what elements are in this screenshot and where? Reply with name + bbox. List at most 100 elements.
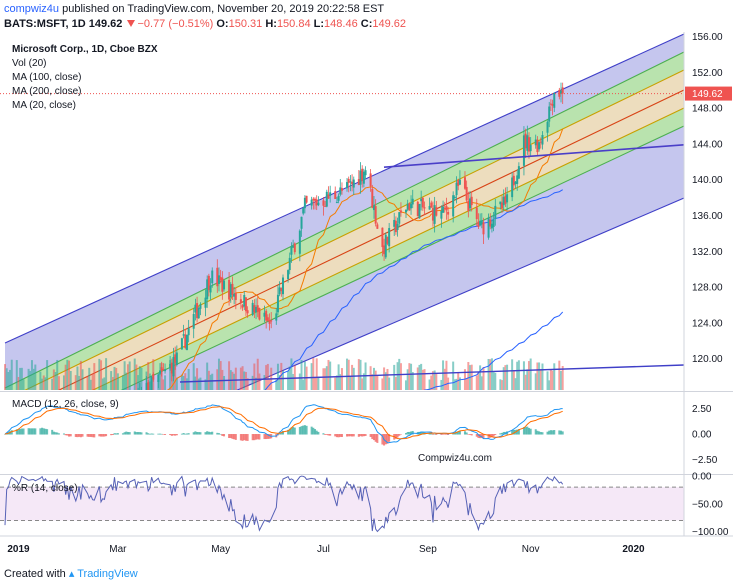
volume-bar: [465, 378, 468, 390]
candle-body: [381, 227, 384, 248]
macd-histogram-bar: [396, 434, 399, 438]
candle-body: [362, 171, 365, 184]
volume-bar: [282, 370, 285, 390]
macd-histogram-bar: [206, 431, 209, 435]
candle-body: [514, 181, 517, 185]
published-text: published on TradingView.com, November 2…: [62, 3, 385, 15]
macd-histogram-bar: [180, 433, 183, 435]
candle-body: [527, 137, 530, 152]
volume-bar: [44, 377, 47, 390]
candle-body: [411, 198, 414, 205]
candle-body: [339, 187, 342, 195]
volume-bar: [292, 373, 295, 390]
candle-body: [298, 230, 301, 254]
ma200-line: [423, 311, 564, 390]
macd-histogram-bar: [30, 428, 33, 435]
volume-bar: [105, 358, 108, 390]
tradingview-brand[interactable]: TradingView: [77, 568, 138, 580]
macd-histogram-bar: [475, 434, 478, 437]
macd-histogram-bar: [298, 426, 301, 435]
macd-histogram-bar: [86, 434, 89, 437]
macd-histogram-bar: [253, 434, 256, 441]
volume-bar: [453, 379, 456, 390]
volume-bar: [57, 376, 60, 390]
candle-body: [479, 220, 482, 226]
candle-body: [421, 197, 424, 208]
macd-histogram-bar: [357, 434, 360, 437]
volume-bar: [475, 375, 478, 390]
macd-histogram-bar: [512, 429, 515, 435]
candle-body: [187, 327, 190, 336]
tradingview-logo-icon[interactable]: ▴: [68, 568, 75, 580]
candle-body: [265, 310, 268, 321]
macd-histogram-bar: [243, 434, 246, 441]
volume-bar: [175, 377, 178, 390]
volume-bar: [209, 374, 212, 390]
macd-histogram-bar: [369, 434, 372, 437]
macd-histogram-bar: [255, 434, 258, 440]
macd-histogram-bar: [453, 432, 456, 435]
candle-body: [442, 206, 445, 213]
volume-bar: [216, 369, 219, 390]
volume-bar: [467, 362, 470, 390]
volume-bar: [457, 372, 460, 390]
macd-histogram-bar: [536, 430, 539, 435]
volume-bar: [187, 368, 190, 390]
volume-bar: [428, 379, 431, 390]
macd-histogram-bar: [421, 432, 424, 435]
candle-body: [469, 198, 472, 209]
candle-body: [357, 179, 360, 186]
volume-bar: [529, 358, 532, 390]
volume-bar: [410, 363, 413, 390]
candle-body: [351, 181, 354, 185]
macd-histogram-bar: [325, 434, 328, 435]
volume-bar: [239, 367, 242, 390]
ma20-line: [166, 128, 564, 390]
macd-histogram-bar: [465, 432, 468, 435]
macd-histogram-bar: [241, 434, 244, 441]
macd-histogram-bar: [420, 431, 423, 435]
candle-body: [114, 426, 116, 445]
candle-body: [539, 141, 542, 143]
macd-histogram-bar: [340, 434, 343, 437]
macd-tick: 2.50: [692, 404, 712, 415]
volume-bar: [351, 364, 354, 390]
macd-histogram-bar: [287, 429, 290, 435]
macd-histogram-bar: [337, 434, 340, 438]
volume-bar: [126, 364, 129, 390]
candle-body: [276, 294, 279, 313]
candle-body: [406, 203, 409, 210]
volume-bar: [91, 373, 94, 390]
macd-histogram-bar: [551, 430, 554, 435]
price-tick: 136.00: [692, 211, 723, 222]
volume-bar: [253, 363, 256, 390]
candle-body: [349, 181, 352, 183]
author-link[interactable]: compwiz4u: [4, 3, 60, 15]
macd-histogram-bar: [302, 425, 305, 435]
macd-histogram-bar: [98, 434, 101, 437]
symbol-header: BATS:MSFT, 1D 149.62 −0.77 (−0.51%) O:15…: [4, 18, 406, 30]
macd-histogram-bar: [292, 427, 295, 435]
macd-histogram-bar: [374, 434, 377, 442]
volume-bar: [140, 367, 143, 390]
volume-bar: [100, 360, 103, 390]
volume-bar: [74, 375, 77, 390]
candle-body: [433, 205, 436, 224]
volume-bar: [383, 367, 386, 390]
macd-histogram-bar: [62, 433, 65, 435]
time-tick: Sep: [419, 544, 437, 555]
price-tick: 128.00: [692, 283, 723, 294]
macd-histogram-bar: [335, 434, 338, 438]
candle-body: [548, 106, 551, 122]
volume-bar: [352, 367, 355, 390]
candle-body: [372, 205, 375, 211]
macd-histogram-bar: [327, 434, 330, 436]
volume-bar: [204, 379, 207, 390]
candle-body: [428, 206, 431, 210]
macd-histogram-bar: [477, 434, 480, 438]
macd-histogram-bar: [152, 433, 155, 435]
price-tick: 124.00: [692, 318, 723, 329]
macd-histogram-bar: [46, 429, 49, 435]
macd-histogram-bar: [435, 434, 438, 435]
